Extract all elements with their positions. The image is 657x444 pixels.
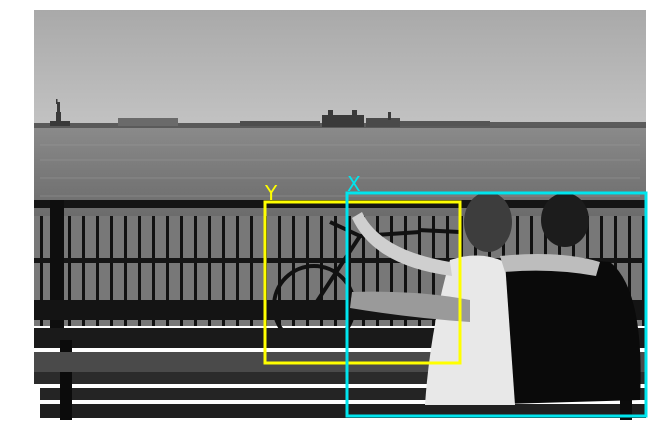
- bounding-box-x: X: [345, 172, 648, 418]
- sky: [34, 10, 646, 128]
- bounding-box-y: Y: [263, 181, 462, 365]
- bounding-box-label-x: X: [347, 172, 361, 196]
- bounding-box-label-y: Y: [264, 181, 278, 205]
- water-ripples: [40, 144, 640, 197]
- couple: [350, 192, 641, 405]
- photograph: [34, 10, 646, 420]
- distant-shoreline: [34, 99, 646, 129]
